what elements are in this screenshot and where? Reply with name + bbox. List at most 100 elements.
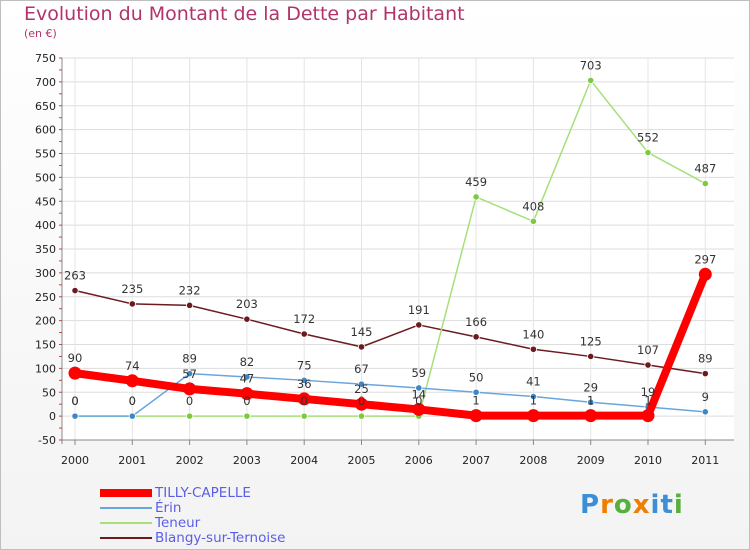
- data-label: 36: [297, 377, 312, 391]
- data-point: [357, 343, 366, 351]
- data-point: [587, 398, 595, 406]
- legend-label: Teneur: [155, 515, 201, 531]
- y-tick-label-15: 700: [35, 76, 56, 89]
- data-label: 172: [293, 312, 315, 326]
- data-label: 140: [522, 327, 544, 341]
- data-label: 125: [580, 334, 602, 348]
- data-point: [186, 370, 194, 378]
- x-tick-label-7: 2007: [462, 454, 490, 467]
- line-chart: -500501001502002503003504004505005506006…: [35, 52, 734, 467]
- data-point: [68, 366, 82, 380]
- data-point: [128, 412, 136, 420]
- logo-letter: i: [650, 490, 661, 520]
- data-point: [300, 412, 308, 420]
- data-point: [587, 352, 595, 361]
- data-point: [701, 408, 709, 416]
- legend-swatch: [100, 489, 152, 497]
- data-point: [472, 388, 480, 396]
- y-tick-label-3: 100: [35, 362, 56, 375]
- data-point: [415, 321, 423, 329]
- data-point: [128, 300, 136, 308]
- data-label: 50: [469, 370, 484, 384]
- data-point: [183, 382, 197, 396]
- data-label: 487: [694, 162, 716, 176]
- data-point: [243, 373, 251, 381]
- data-label: 29: [583, 380, 598, 394]
- data-point: [584, 409, 598, 423]
- data-label: 59: [411, 366, 426, 380]
- data-point: [240, 387, 254, 401]
- data-point: [644, 148, 652, 157]
- x-tick-label-8: 2008: [519, 454, 547, 467]
- data-label: 0: [129, 394, 136, 408]
- series--rin: [71, 370, 709, 420]
- data-label: 41: [526, 375, 541, 389]
- data-label: 0: [129, 394, 136, 408]
- data-point: [587, 76, 595, 85]
- logo-letter: t: [660, 490, 674, 520]
- data-label: 235: [121, 282, 143, 296]
- data-label: 14: [411, 387, 426, 401]
- y-tick-label-11: 500: [35, 171, 56, 184]
- y-tick-label-8: 350: [35, 243, 56, 256]
- data-point: [469, 409, 483, 423]
- data-point: [125, 374, 139, 388]
- legend-label: Blangy-sur-Ternoise: [155, 530, 286, 546]
- data-label: 57: [182, 367, 197, 381]
- y-tick-label-7: 300: [35, 267, 56, 280]
- legend-swatch: [100, 537, 152, 539]
- data-label: 107: [637, 343, 659, 357]
- data-label: 47: [240, 372, 255, 386]
- logo-letter: x: [632, 490, 651, 520]
- data-point: [701, 179, 709, 188]
- x-tick-label-0: 2000: [61, 454, 89, 467]
- data-point: [243, 315, 251, 323]
- data-label: 203: [236, 297, 258, 311]
- data-label: 297: [694, 252, 716, 266]
- proxiti-logo: Proxiti: [580, 490, 684, 520]
- data-point: [472, 333, 480, 341]
- legend-label: Érin: [155, 500, 182, 516]
- x-tick-label-3: 2003: [233, 454, 261, 467]
- data-label: 1: [472, 394, 479, 408]
- series-blangy-sur-ternoise: [71, 286, 709, 378]
- y-tick-label-5: 200: [35, 315, 56, 328]
- data-point: [412, 402, 426, 416]
- data-label: 89: [698, 352, 713, 366]
- data-point: [529, 217, 538, 225]
- data-label: 263: [64, 269, 86, 283]
- y-tick-label-0: -50: [38, 434, 56, 447]
- x-tick-label-11: 2011: [691, 454, 719, 467]
- data-label: 0: [71, 394, 78, 408]
- y-tick-label-10: 450: [35, 195, 56, 208]
- legend-swatch: [100, 522, 152, 524]
- data-label: 232: [179, 283, 201, 297]
- legend-label: TILLY-CAPELLE: [155, 485, 251, 501]
- data-point: [357, 412, 366, 420]
- data-point: [300, 376, 308, 384]
- data-label: 67: [354, 362, 369, 376]
- data-label: 82: [240, 355, 255, 369]
- data-label: 89: [182, 352, 197, 366]
- data-point: [472, 193, 480, 201]
- data-label: 1: [644, 394, 651, 408]
- series-line: [74, 289, 706, 375]
- x-tick-label-1: 2001: [118, 454, 146, 467]
- data-label: 25: [354, 382, 369, 396]
- data-label: 191: [408, 303, 430, 317]
- logo-letter: i: [673, 490, 684, 520]
- x-tick-label-9: 2009: [577, 454, 605, 467]
- y-tick-label-12: 550: [35, 148, 56, 161]
- data-point: [529, 392, 538, 401]
- data-point: [355, 397, 368, 411]
- data-point: [529, 345, 538, 353]
- data-label: 166: [465, 315, 487, 329]
- x-tick-label-4: 2004: [290, 454, 318, 467]
- data-label: 0: [301, 394, 308, 408]
- data-point: [186, 412, 194, 420]
- series-line: [75, 79, 706, 417]
- data-label: 552: [637, 131, 659, 145]
- data-label: 0: [186, 394, 193, 408]
- data-point: [71, 412, 79, 420]
- y-tick-label-2: 50: [42, 386, 56, 399]
